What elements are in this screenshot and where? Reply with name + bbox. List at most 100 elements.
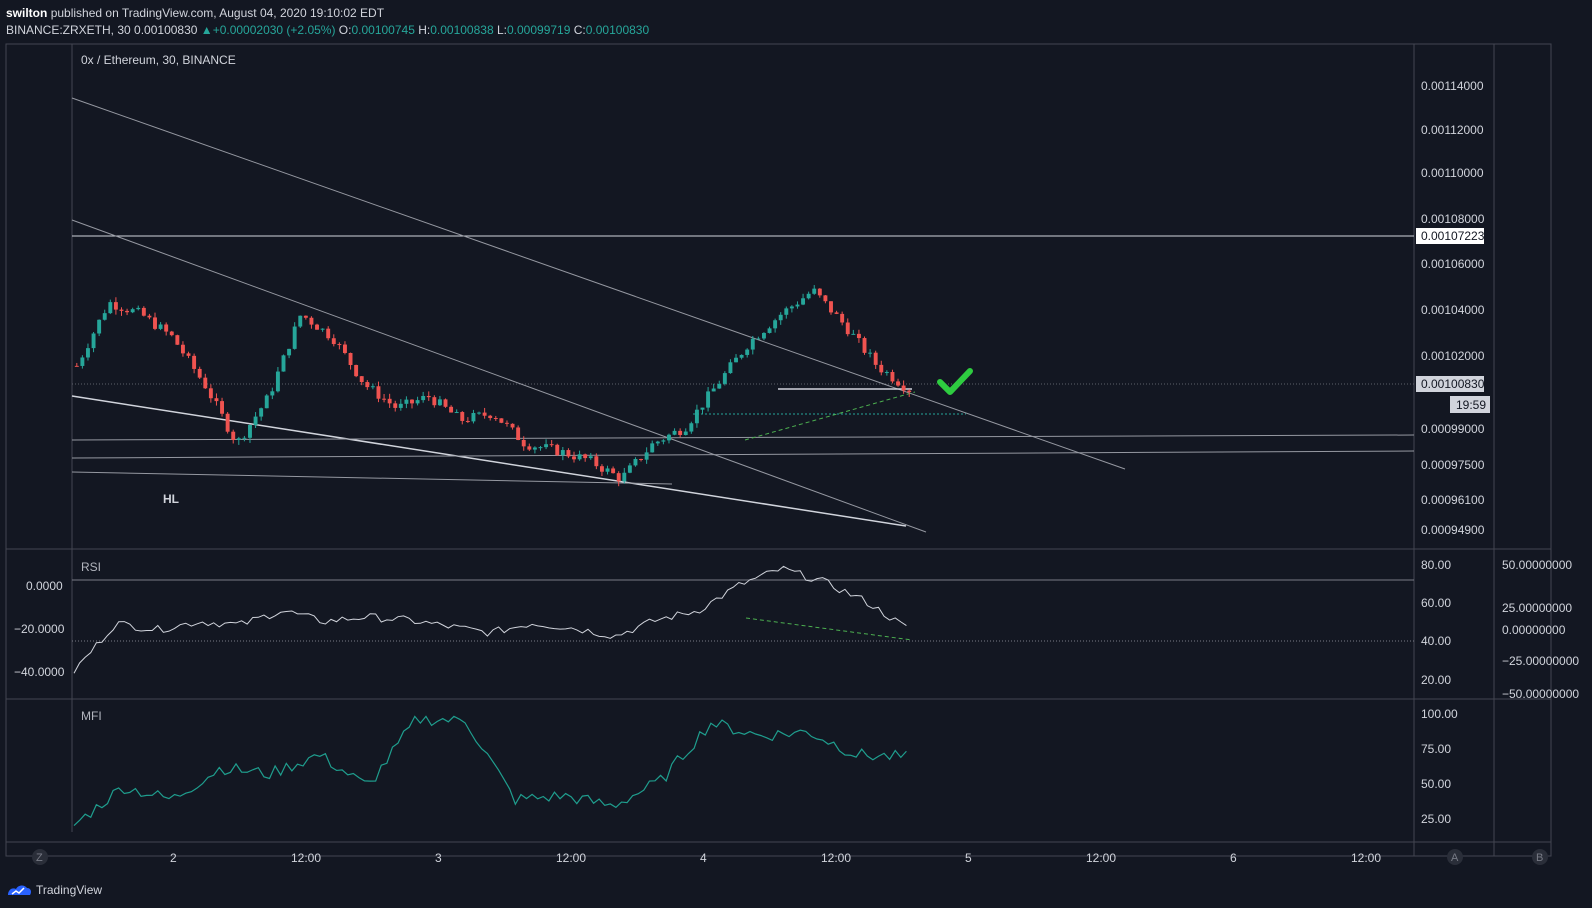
candle[interactable] — [510, 423, 515, 428]
candle[interactable] — [594, 456, 599, 467]
candle[interactable] — [823, 295, 828, 302]
candle[interactable] — [298, 315, 303, 327]
candle[interactable] — [599, 466, 604, 472]
candle[interactable] — [214, 398, 219, 402]
candle[interactable] — [259, 408, 264, 417]
candle[interactable] — [907, 390, 912, 393]
candle[interactable] — [125, 310, 130, 313]
candle[interactable] — [750, 338, 755, 350]
candle[interactable] — [326, 328, 331, 339]
candle[interactable] — [248, 424, 252, 438]
candle[interactable] — [119, 309, 124, 311]
candle[interactable] — [773, 320, 778, 329]
candle[interactable] — [577, 454, 582, 460]
candle[interactable] — [477, 412, 481, 414]
candle[interactable] — [303, 315, 308, 318]
candle[interactable] — [175, 335, 180, 345]
candle[interactable] — [348, 352, 353, 366]
candle[interactable] — [309, 317, 314, 325]
candle[interactable] — [812, 288, 817, 294]
candle[interactable] — [186, 353, 191, 356]
candle[interactable] — [443, 399, 448, 407]
candle[interactable] — [192, 355, 197, 369]
candle[interactable] — [650, 443, 655, 453]
hl-annotation[interactable]: HL — [163, 492, 179, 506]
candle[interactable] — [225, 413, 230, 432]
candle[interactable] — [454, 412, 459, 414]
candle[interactable] — [410, 399, 414, 404]
candle[interactable] — [393, 403, 398, 408]
candle[interactable] — [465, 420, 470, 422]
candle[interactable] — [694, 409, 699, 424]
auto-scale-button[interactable] — [1447, 849, 1463, 865]
footer-brand[interactable]: TradingView — [6, 882, 102, 898]
candle[interactable] — [667, 434, 671, 441]
candle[interactable] — [281, 355, 286, 372]
horizontal-support-2[interactable] — [71, 450, 1415, 459]
candle[interactable] — [884, 372, 889, 374]
candle[interactable] — [158, 324, 163, 329]
mfi-axis[interactable]: 100.00 75.00 50.00 25.00 — [1421, 707, 1458, 826]
candle[interactable] — [449, 406, 454, 413]
candle[interactable] — [292, 326, 297, 349]
author-name[interactable]: swilton — [6, 6, 48, 20]
candle[interactable] — [555, 444, 560, 456]
candle[interactable] — [130, 309, 135, 313]
candle[interactable] — [840, 313, 845, 323]
upper-trendline[interactable] — [71, 97, 1126, 470]
candle[interactable] — [711, 388, 716, 392]
candle[interactable] — [253, 416, 258, 425]
candle[interactable] — [544, 444, 549, 448]
candle[interactable] — [404, 399, 409, 404]
candle[interactable] — [672, 430, 677, 435]
candle[interactable] — [102, 313, 107, 320]
candle[interactable] — [320, 328, 325, 330]
candle[interactable] — [829, 301, 833, 313]
candle[interactable] — [521, 439, 526, 447]
candle[interactable] — [817, 288, 822, 296]
candle[interactable] — [717, 383, 722, 389]
candle[interactable] — [365, 382, 370, 388]
candle[interactable] — [113, 302, 118, 310]
candle[interactable] — [527, 446, 532, 450]
candle[interactable] — [164, 324, 169, 332]
candle[interactable] — [722, 373, 727, 384]
candle[interactable] — [644, 452, 649, 460]
candle[interactable] — [661, 440, 666, 442]
candle[interactable] — [275, 371, 280, 392]
candle[interactable] — [270, 391, 275, 396]
candle[interactable] — [890, 372, 895, 382]
horizontal-support-3[interactable] — [71, 471, 673, 485]
candle[interactable] — [532, 447, 537, 450]
candle[interactable] — [806, 293, 811, 299]
candle[interactable] — [516, 427, 521, 440]
candle[interactable] — [315, 324, 319, 330]
candle[interactable] — [868, 352, 873, 354]
candle[interactable] — [108, 302, 113, 314]
candle[interactable] — [784, 308, 789, 315]
candle[interactable] — [778, 314, 783, 321]
candle[interactable] — [845, 322, 850, 335]
candle[interactable] — [834, 312, 839, 314]
candle[interactable] — [611, 468, 616, 474]
candle[interactable] — [879, 364, 884, 373]
higher-low-dash[interactable] — [744, 391, 916, 441]
candle[interactable] — [560, 450, 565, 456]
candle[interactable] — [639, 458, 644, 460]
candle[interactable] — [493, 418, 498, 420]
candle[interactable] — [220, 401, 225, 414]
candle[interactable] — [460, 412, 465, 421]
candle[interactable] — [236, 438, 241, 440]
candle[interactable] — [376, 386, 381, 399]
candle[interactable] — [795, 304, 800, 307]
candle[interactable] — [873, 352, 878, 365]
check-icon[interactable] — [937, 368, 973, 395]
candle[interactable] — [627, 465, 632, 473]
candle[interactable] — [616, 473, 621, 482]
candle[interactable] — [80, 357, 85, 366]
candle[interactable] — [572, 456, 576, 460]
rsi-line[interactable] — [73, 565, 907, 674]
candle[interactable] — [761, 332, 766, 339]
candle[interactable] — [538, 447, 543, 449]
candlestick-series[interactable] — [74, 285, 912, 487]
